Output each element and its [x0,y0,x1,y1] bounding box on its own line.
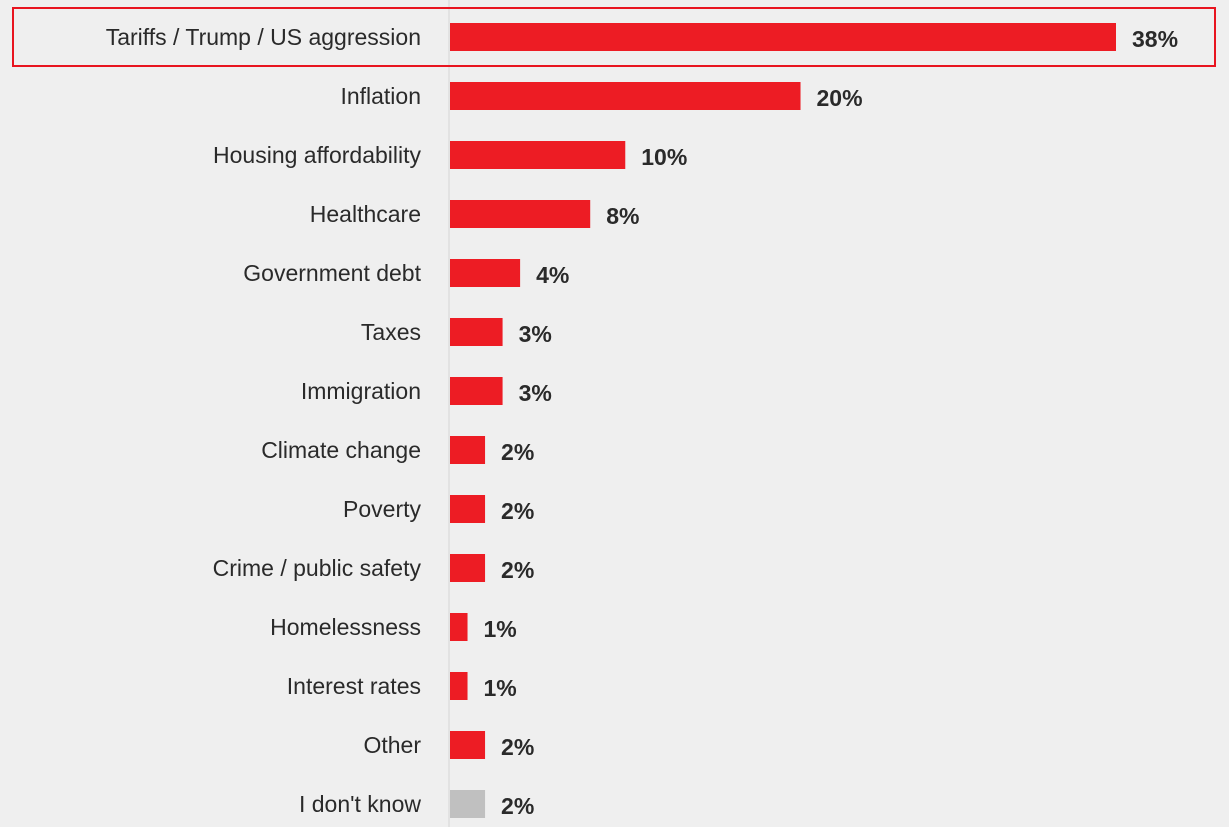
bar [450,259,521,287]
category-label: Housing affordability [213,142,421,168]
bar-row: I don't know 2% [299,790,534,819]
category-label: Interest rates [287,673,421,699]
bar-row: Immigration 3% [301,377,552,406]
bar-row: Interest rates 1% [287,672,517,701]
value-label: 2% [501,793,534,819]
bar-row: Inflation 20% [340,82,863,111]
value-label: 3% [519,380,552,406]
category-label: Taxes [361,319,421,345]
value-label: 3% [519,321,552,347]
category-label: Homelessness [270,614,421,640]
bar-row: Taxes 3% [361,318,552,347]
bar-rows: Tariffs / Trump / US aggression 38% Inflat… [106,23,1178,819]
value-label: 8% [606,203,639,229]
category-label: Inflation [340,83,421,109]
value-label: 20% [817,85,863,111]
category-label: Government debt [243,260,421,286]
bar [450,731,486,759]
bar-row: Climate change 2% [261,436,534,465]
bar [450,141,626,169]
bar-row: Poverty 2% [343,495,534,524]
category-label: Climate change [261,437,421,463]
category-label: Tariffs / Trump / US aggression [106,24,421,50]
bar-row: Healthcare 8% [310,200,639,229]
value-label: 10% [641,144,687,170]
bar [450,23,1116,51]
bar-row: Other 2% [363,731,534,760]
category-label: Crime / public safety [213,555,422,581]
value-label: 38% [1132,26,1178,52]
category-label: Healthcare [310,201,421,227]
bar [450,495,486,523]
bar-row: Homelessness 1% [270,613,517,642]
value-label: 2% [501,498,534,524]
bar [450,554,486,582]
bar [450,436,486,464]
bar [450,790,486,818]
bar-row: Housing affordability 10% [213,141,687,170]
bar [450,200,591,228]
bar [450,82,801,110]
category-label: I don't know [299,791,421,817]
highlight-box [12,7,1216,67]
bar [450,613,468,641]
category-label: Poverty [343,496,421,522]
value-label: 2% [501,557,534,583]
value-label: 1% [484,675,517,701]
bar-row: Tariffs / Trump / US aggression 38% [106,23,1178,52]
value-label: 2% [501,439,534,465]
bar [450,377,503,405]
bar-row: Government debt 4% [243,259,569,288]
value-label: 4% [536,262,569,288]
bar-row: Crime / public safety 2% [213,554,534,583]
bar [450,318,503,346]
category-label: Other [363,732,421,758]
category-label: Immigration [301,378,421,404]
bar [450,672,468,700]
value-label: 1% [484,616,517,642]
value-label: 2% [501,734,534,760]
